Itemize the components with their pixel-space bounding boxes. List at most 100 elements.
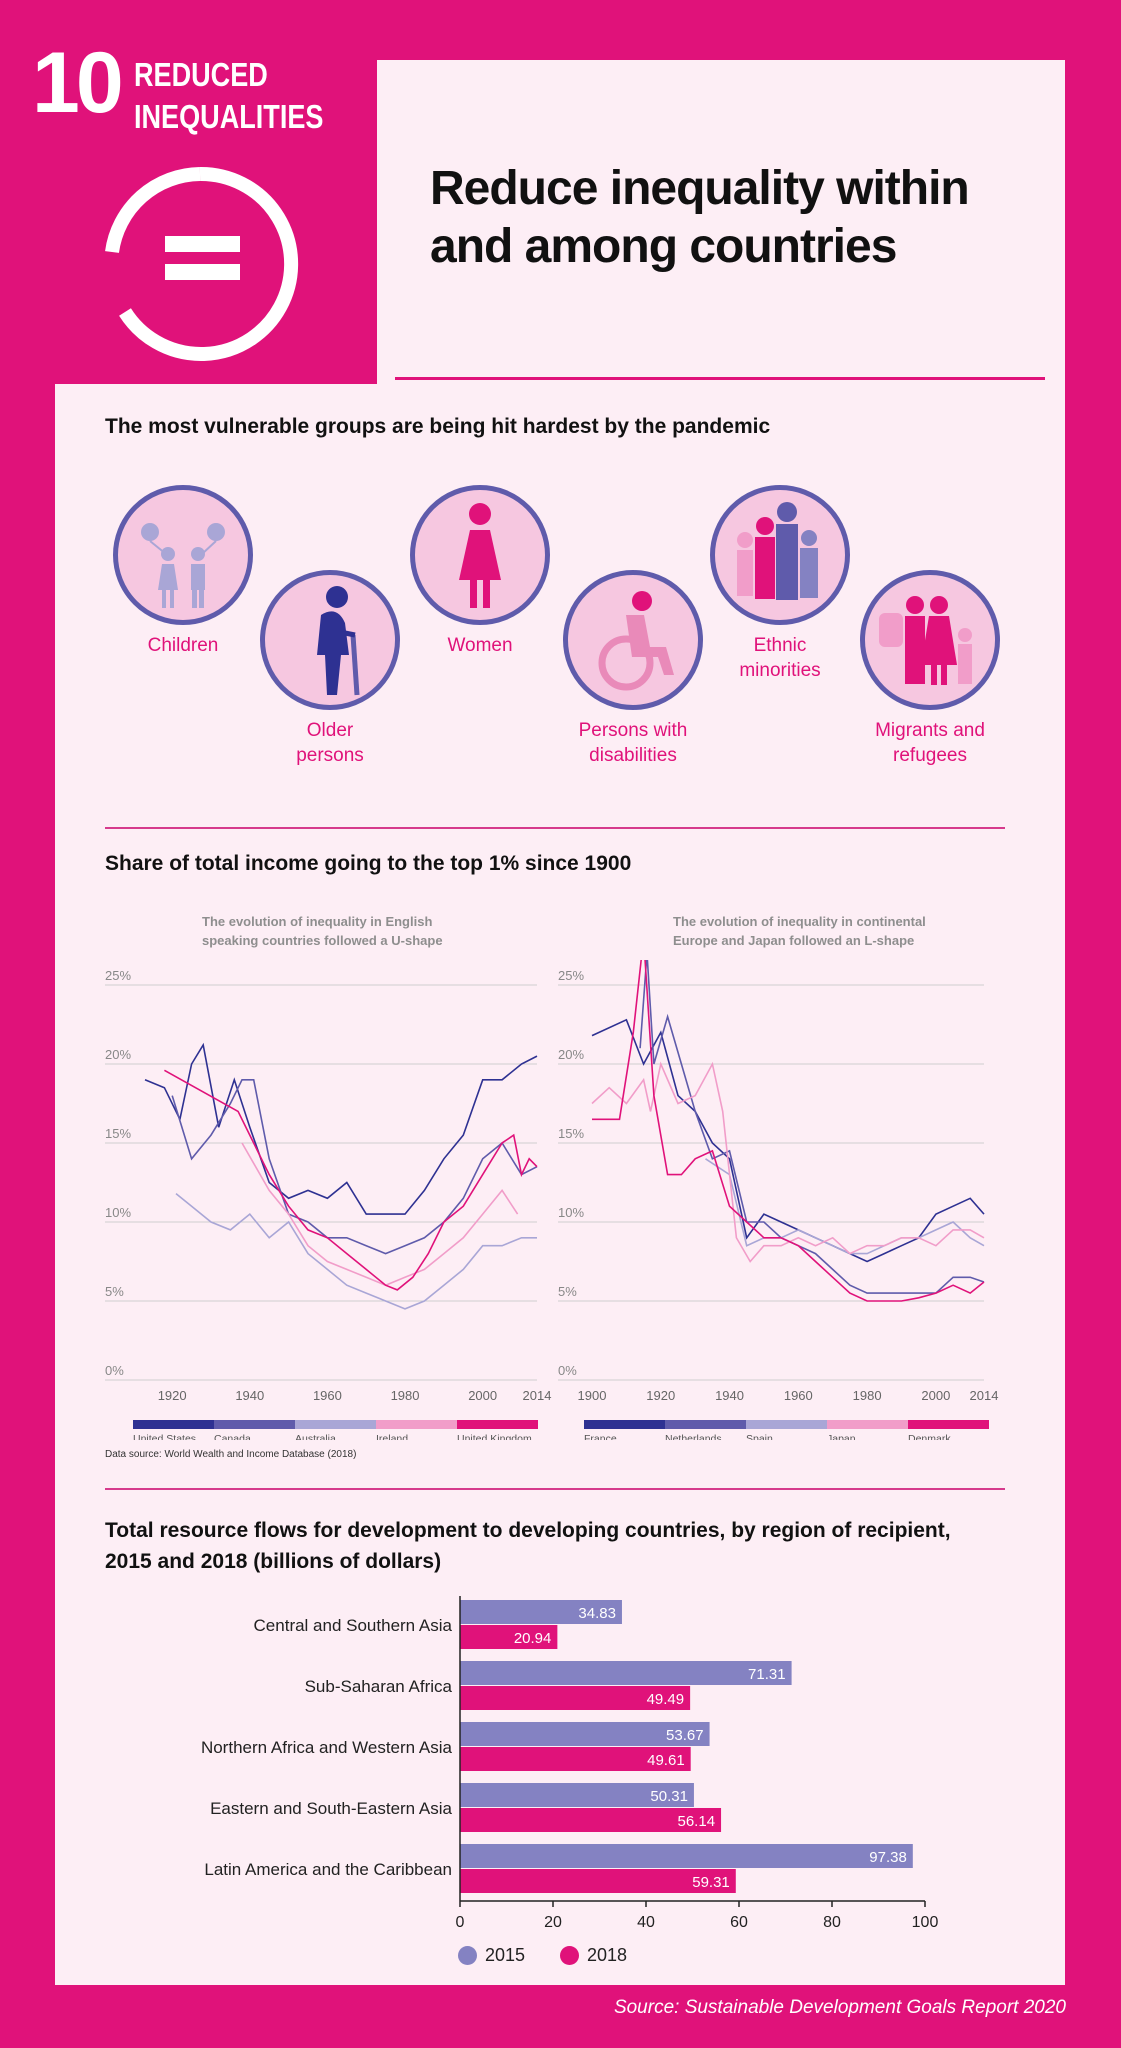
sdg-badge: 10 REDUCED INEQUALITIES: [10, 14, 377, 384]
category-label: Latin America and the Caribbean: [204, 1860, 452, 1879]
category-label: Sub-Saharan Africa: [305, 1677, 453, 1696]
legend-swatch: [295, 1420, 376, 1429]
series-line-united-kingdom: [164, 1069, 538, 1291]
ethnic-minorities-icon: [710, 485, 850, 625]
left-chart-note-line2: speaking countries followed a U-shape: [202, 933, 443, 948]
x-tick-label: 1980: [853, 1388, 882, 1403]
y-tick-label: 10%: [558, 1205, 584, 1220]
section-divider: [105, 827, 1005, 829]
legend-swatch: [665, 1420, 746, 1429]
bar-value-label: 34.83: [578, 1605, 616, 1622]
wheelchair-icon: [563, 570, 703, 710]
section-resource-flows-title-line2: 2015 and 2018 (billions of dollars): [105, 1550, 442, 1573]
equals-circle-icon: [105, 166, 299, 361]
x-tick-label: 1940: [715, 1388, 744, 1403]
sdg-number: 10: [32, 35, 124, 131]
legend-label-2018: 2018: [587, 1945, 628, 1965]
bar-value-label: 59.31: [692, 1874, 730, 1891]
legend-label: United States: [133, 1433, 196, 1440]
bar-value-label: 97.38: [869, 1849, 907, 1866]
legend-dot-2018: [560, 1946, 579, 1965]
group-persons-with-disabilities: Persons with disabilities: [553, 570, 713, 768]
bar-value-label: 50.31: [650, 1788, 688, 1805]
x-tick-label: 1980: [391, 1388, 420, 1403]
bar-2018: [460, 1808, 722, 1832]
bar-2018: [460, 1747, 691, 1771]
bar-2018: [460, 1869, 736, 1893]
legend-label: Canada: [214, 1433, 251, 1440]
legend-label: France: [584, 1433, 617, 1440]
x-tick-label: 1940: [235, 1388, 264, 1403]
group-label-line2: refugees: [893, 745, 967, 766]
series-line-denmark: [592, 960, 985, 1302]
x-tick-label: 1920: [158, 1388, 187, 1403]
x-tick-label: 40: [637, 1914, 655, 1930]
bar-value-label: 56.14: [678, 1813, 716, 1830]
footer-source: Source: Sustainable Development Goals Re…: [613, 1997, 1066, 2018]
income-share-chart-english: 0% 5% 10% 15% 20% 25% 1920 1940 1960 1980 2000 2014…: [105, 968, 552, 1440]
series-line-australia: [175, 1192, 537, 1310]
y-tick-label: 20%: [105, 1047, 131, 1062]
section-resource-flows-title-line1: Total resource flows for development to …: [105, 1519, 951, 1542]
group-label-line2: persons: [296, 745, 364, 766]
bar-2015: [460, 1783, 694, 1807]
group-label: Ethnic minorities: [700, 633, 860, 683]
group-label-line2: minorities: [739, 660, 821, 681]
sdg-name-line2: INEQUALITIES: [134, 98, 324, 135]
bar-value-label: 49.61: [647, 1752, 685, 1769]
x-tick-label: 1920: [646, 1388, 675, 1403]
group-women: Women: [405, 485, 555, 658]
x-tick-label: 1960: [313, 1388, 342, 1403]
bar-value-label: 49.49: [647, 1691, 685, 1708]
legend-item-2018: 2018: [560, 1945, 627, 1966]
legend-label: Australia: [295, 1433, 336, 1440]
y-tick-label: 20%: [558, 1047, 584, 1062]
bar-2015: [460, 1661, 792, 1685]
y-tick-label: 5%: [558, 1284, 577, 1299]
x-tick-label: 2014: [970, 1388, 999, 1403]
legend-label: Denmark: [908, 1433, 951, 1440]
y-tick-label: 15%: [558, 1126, 584, 1141]
legend-label: United Kingdom: [457, 1433, 532, 1440]
section-vulnerable-groups-title: The most vulnerable groups are being hit…: [105, 415, 771, 438]
bar-2015: [460, 1600, 622, 1624]
legend-swatch: [133, 1420, 214, 1429]
title-line2: and among countries: [430, 220, 897, 273]
category-label: Northern Africa and Western Asia: [201, 1738, 453, 1757]
right-chart-note-line1: The evolution of inequality in continent…: [673, 914, 926, 929]
x-tick-label: 2014: [523, 1388, 552, 1403]
bar-2018: [460, 1625, 558, 1649]
x-tick-label: 60: [730, 1914, 748, 1930]
page-title: Reduce inequality within and among count…: [430, 160, 970, 276]
legend-label: Netherlands: [665, 1433, 722, 1440]
sdg-name: REDUCED INEQUALITIES: [134, 54, 323, 138]
series-line-japan: [591, 1061, 985, 1263]
legend-swatch: [827, 1420, 908, 1429]
legend-swatch: [457, 1420, 538, 1429]
group-migrants-refugees: Migrants and refugees: [850, 570, 1010, 768]
x-tick-label: 100: [912, 1914, 939, 1930]
legend-swatch: [214, 1420, 295, 1429]
older-person-icon: [260, 570, 400, 710]
y-tick-label: 0%: [105, 1363, 124, 1378]
group-ethnic-minorities: Ethnic minorities: [700, 485, 860, 683]
bar-2015: [460, 1722, 710, 1746]
section-income-share-title: Share of total income going to the top 1…: [105, 852, 632, 875]
x-tick-label: 0: [456, 1914, 465, 1930]
migrants-icon: [860, 570, 1000, 710]
legend-label: Japan: [827, 1433, 856, 1440]
series-line-canada: [171, 1079, 538, 1255]
right-chart-note: The evolution of inequality in continent…: [673, 912, 926, 950]
group-label-line1: Children: [147, 635, 219, 656]
income-share-chart-europe: 0% 5% 10% 15% 20% 25% 1900 1920 1940 1960 1980 2000…: [558, 960, 999, 1440]
group-label-line1: Persons with: [578, 720, 688, 741]
group-label: Women: [405, 633, 555, 658]
legend-dot-2015: [458, 1946, 477, 1965]
x-tick-label: 80: [823, 1914, 841, 1930]
group-label: Persons with disabilities: [553, 718, 713, 768]
x-tick-label: 20: [544, 1914, 562, 1930]
series-line-netherlands: [639, 960, 985, 1294]
right-chart-note-line2: Europe and Japan followed an L-shape: [673, 933, 915, 948]
category-label: Eastern and South-Eastern Asia: [210, 1799, 452, 1818]
group-label-line1: Older: [306, 720, 354, 741]
